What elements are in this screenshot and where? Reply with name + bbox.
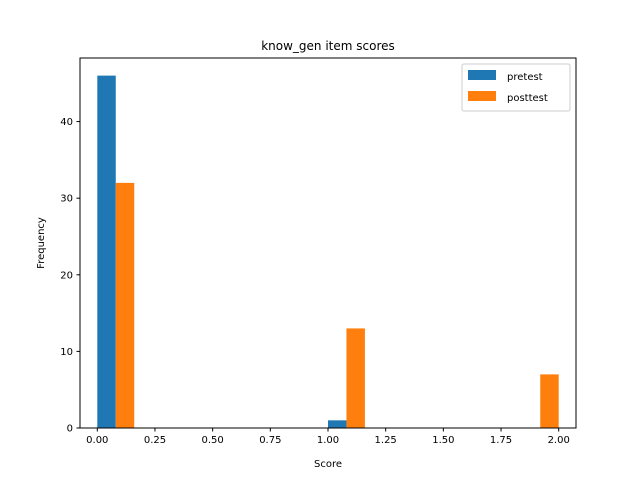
y-axis-label: Frequency (36, 217, 47, 269)
y-axis-ticks: 0 10 20 30 40 (60, 117, 80, 435)
x-tick-label: 0.75 (259, 435, 281, 446)
legend-label-pretest: pretest (507, 72, 543, 83)
legend-label-posttest: posttest (507, 93, 548, 104)
y-tick-label: 40 (60, 117, 73, 128)
bar-pretest-0 (97, 75, 116, 429)
bar-posttest-1 (346, 328, 365, 428)
x-axis-label: Score (314, 459, 342, 470)
bar-posttest-0 (115, 182, 135, 428)
legend-swatch-posttest (468, 91, 496, 101)
x-tick-label: 0.00 (86, 435, 108, 446)
x-tick-label: 2.00 (548, 435, 570, 446)
y-tick-label: 10 (60, 347, 73, 358)
x-tick-label: 0.25 (144, 435, 166, 446)
x-tick-label: 1.00 (317, 435, 339, 446)
y-tick-label: 20 (60, 270, 73, 281)
x-tick-label: 1.50 (432, 435, 454, 446)
x-tick-label: 0.50 (202, 435, 224, 446)
legend: pretest posttest (461, 63, 571, 112)
bars-group (97, 75, 559, 429)
bar-pretest-1 (328, 420, 347, 428)
y-tick-label: 30 (60, 194, 73, 205)
bar-posttest-2 (540, 374, 559, 428)
x-tick-label: 1.75 (490, 435, 512, 446)
y-tick-label: 0 (67, 424, 73, 435)
chart-title: know_gen item scores (261, 39, 395, 53)
x-axis-ticks: 0.00 0.25 0.50 0.75 1.00 1.25 1.50 1.75 2.00 (86, 428, 570, 446)
x-tick-label: 1.25 (375, 435, 397, 446)
legend-swatch-pretest (468, 70, 496, 80)
